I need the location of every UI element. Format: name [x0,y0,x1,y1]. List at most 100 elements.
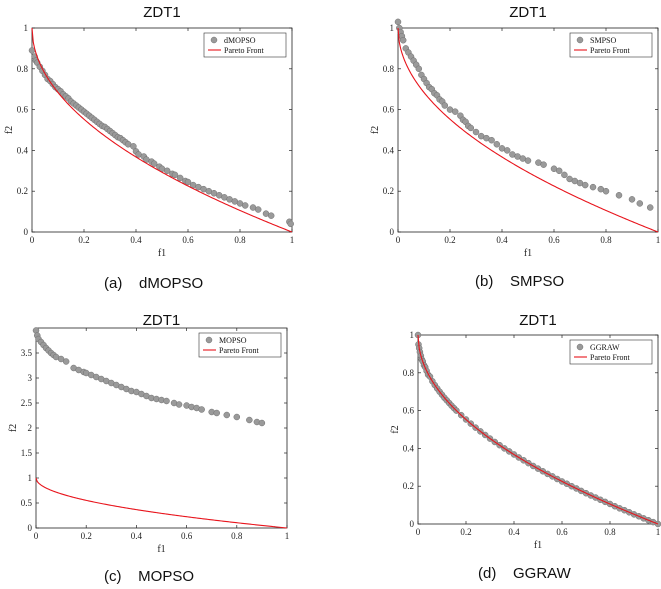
x-tick-label: 0.6 [556,527,568,537]
x-tick-label: 0 [34,531,39,541]
y-tick-label: 1 [390,23,395,33]
x-tick-label: 1 [290,235,295,245]
legend-box [569,339,653,365]
x-tick-label: 1 [656,235,661,245]
data-point [198,406,205,413]
data-point [589,183,597,191]
data-point [451,108,459,115]
caption-a: (a) dMOPSO [104,275,204,292]
plot-area [417,334,659,525]
y-tick-label: 0.5 [21,498,33,508]
y-axis-label: f2 [8,424,19,432]
chart-panel-3: ZDT1 0 0.2 0.4 0.6 0.8 1 0 0.2 0.4 0.6 0.8 1 f1 f2 GGRA… [390,312,661,551]
x-tick-label: 0.4 [131,531,143,541]
pareto-front-line [31,27,293,233]
data-point [258,419,266,427]
x-axis-label: f1 [524,248,532,259]
x-tick-label: 0.8 [600,235,612,245]
caption-b: (b) SMPSO [475,273,565,290]
data-point [267,212,275,219]
y-tick-label: 1 [24,23,29,33]
data-point [163,167,171,175]
x-tick-label: 0.4 [496,235,508,245]
plot-area [35,327,288,529]
data-point [581,181,589,189]
y-tick-label: 0.2 [17,186,28,196]
y-tick-label: 2 [28,423,33,433]
y-tick-label: 0.2 [383,186,394,196]
y-tick-label: 0.8 [383,64,395,74]
y-tick-label: 1 [410,330,415,340]
x-tick-label: 0.4 [130,235,142,245]
legend-label: Pareto Front [590,353,631,362]
data-point [488,136,495,144]
y-tick-label: 1 [28,473,33,483]
data-point [241,202,249,209]
caption-c: (c) MOPSO [104,568,194,585]
pareto-front-line [35,477,288,529]
data-point [150,160,158,167]
y-tick-label: 0 [24,227,29,237]
data-point [615,192,623,199]
legend-label: GGRAW [590,343,620,352]
x-tick-label: 0.6 [181,531,193,541]
x-tick-label: 0.4 [508,527,520,537]
legend-label: dMOPSO [224,36,256,45]
legend-label: MOPSO [219,336,247,345]
legend-label: Pareto Front [224,46,265,55]
y-tick-label: 0.6 [17,105,29,115]
data-point [184,178,192,186]
legend-label: Pareto Front [219,346,260,355]
data-point [467,124,475,132]
y-tick-label: 0.4 [383,145,395,155]
data-point [602,187,610,195]
x-tick-label: 0 [396,235,401,245]
x-tick-label: 0 [416,527,421,537]
data-point [561,171,568,179]
legend-marker-points [576,343,584,351]
x-tick-label: 1 [656,527,661,537]
y-tick-label: 0.4 [17,145,29,155]
chart-title: ZDT1 [509,4,547,21]
legend-box [569,32,653,58]
x-tick-label: 0.8 [604,527,616,537]
x-axis-label: f1 [158,248,166,259]
data-point [636,200,644,207]
legend-marker-points [576,36,584,44]
legend-label: SMPSO [590,36,616,45]
data-point [555,167,563,175]
data-point [628,196,636,203]
data-point [540,161,547,168]
data-point [472,128,480,136]
legend-label: Pareto Front [590,46,631,55]
y-tick-label: 2.5 [21,398,33,408]
data-point [175,401,183,408]
y-tick-label: 0.6 [383,105,395,115]
legend-marker-points [205,336,213,344]
legend-marker-points [210,36,218,44]
y-tick-label: 0.8 [403,368,415,378]
y-axis-label: f2 [4,126,15,134]
x-tick-label: 0.6 [548,235,560,245]
data-point [246,416,253,424]
y-tick-label: 3 [28,373,33,383]
data-point [233,413,241,421]
x-tick-label: 0.2 [81,531,92,541]
pareto-front-line [397,27,659,233]
x-tick-label: 1 [285,531,290,541]
data-point [130,143,137,150]
data-point [62,358,70,365]
data-point [213,409,220,417]
y-tick-label: 0.4 [403,443,415,453]
chart-title: ZDT1 [519,312,557,329]
chart-title: ZDT1 [143,312,181,329]
data-point [163,397,170,405]
y-axis-label: f2 [370,126,381,134]
data-point [415,65,423,73]
x-tick-label: 0.6 [182,235,194,245]
data-point [503,147,511,154]
y-tick-label: 0.2 [403,481,414,491]
y-tick-label: 1.5 [21,448,33,458]
y-tick-label: 0 [28,523,33,533]
x-tick-label: 0.2 [444,235,455,245]
